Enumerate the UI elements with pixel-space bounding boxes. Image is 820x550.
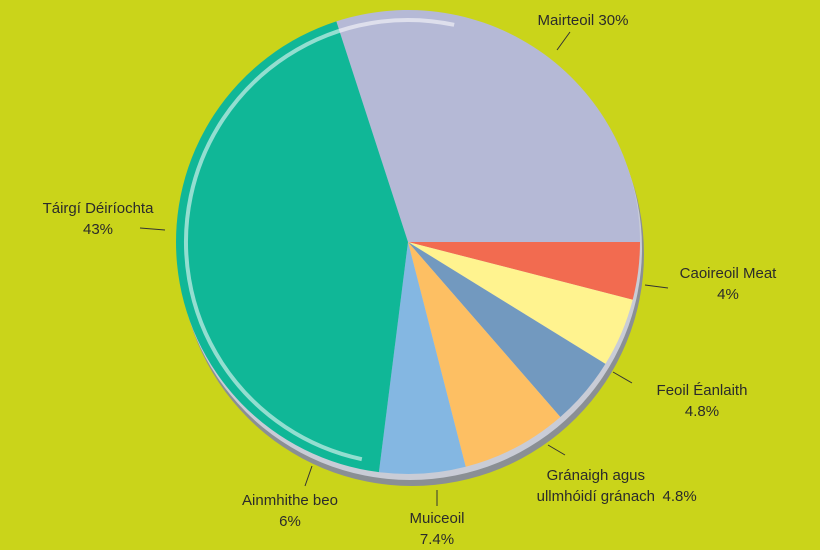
leader-line — [139, 227, 166, 231]
category-label: Muiceoil — [409, 510, 465, 527]
value-label: 43% — [82, 221, 114, 238]
pie-slice — [408, 242, 633, 364]
category-label: Táirgí Déiríochta — [42, 200, 154, 217]
slice-label: Muiceoil 7.4% — [409, 508, 464, 550]
slice-label: Mairteoil 30% — [538, 10, 629, 31]
value-label: 7.4% — [419, 531, 455, 548]
leader-line — [612, 371, 633, 384]
value-label: 4.8% — [662, 488, 697, 505]
category-label: Caoireoil Meat — [679, 265, 777, 282]
pie-slice — [336, 10, 640, 243]
category-label: Mairteoil — [537, 12, 595, 29]
leader-line — [547, 444, 566, 456]
leader-line — [644, 284, 669, 289]
leader-line — [556, 31, 571, 51]
slice-label: Ainmhithe beo 6% — [242, 490, 338, 532]
pie-slice — [408, 242, 640, 300]
category-label: Ainmhithe beo — [242, 492, 338, 509]
pie-slice — [175, 21, 408, 473]
value-label: 4.8% — [684, 403, 720, 420]
pie-slice — [408, 242, 561, 467]
category-label: Feoil Éanlaith — [656, 382, 748, 399]
slice-label: Feoil Éanlaith 4.8% — [657, 380, 748, 422]
pie-slice — [408, 242, 606, 417]
leader-line — [304, 465, 313, 487]
value-label: 30% — [598, 12, 629, 29]
slice-label: Gránaigh agus ullmhóidí gránach 4.8% — [533, 465, 697, 507]
value-label: 6% — [279, 513, 301, 530]
pie-highlight — [184, 18, 455, 462]
category-label: Gránaigh agus ullmhóidí gránach — [536, 467, 656, 505]
pie-slice — [378, 242, 466, 474]
slice-label: Táirgí Déiríochta 43% — [43, 198, 154, 240]
slice-label: Caoireoil Meat 4% — [680, 263, 777, 305]
value-label: 4% — [717, 286, 739, 303]
